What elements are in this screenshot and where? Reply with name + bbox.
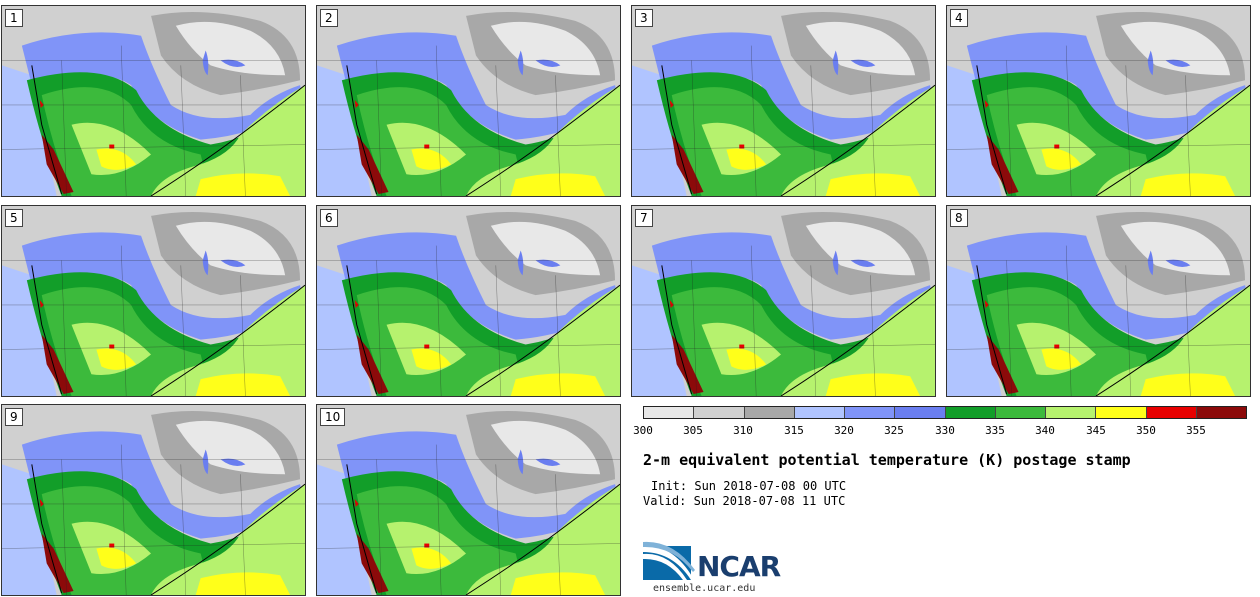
colorbar-segment [1046,407,1097,418]
member-panel-1: 1 [1,5,306,197]
ensemble-member-map [947,206,1250,396]
colorbar-tick: 315 [784,424,804,437]
init-time: Init: Sun 2018-07-08 00 UTC [651,479,847,493]
member-panel-4: 4 [946,5,1251,197]
ensemble-url: ensemble.ucar.edu [653,583,756,594]
colorbar-segment [644,407,695,418]
member-label: 2 [320,9,338,27]
colorbar [643,406,1247,419]
colorbar-tick: 335 [985,424,1005,437]
colorbar-segment [1196,407,1246,418]
member-label: 3 [635,9,653,27]
member-panel-7: 7 [631,205,936,397]
member-panel-8: 8 [946,205,1251,397]
member-label: 6 [320,209,338,227]
colorbar-segment [794,407,845,418]
ensemble-member-map [317,6,620,196]
colorbar-segment [1146,407,1197,418]
ensemble-member-map [632,206,935,396]
colorbar-tick: 345 [1086,424,1106,437]
ensemble-member-map [2,206,305,396]
valid-time: Valid: Sun 2018-07-08 11 UTC [643,494,846,508]
member-label: 10 [320,408,346,426]
ensemble-member-map [317,206,620,396]
colorbar-segment [945,407,996,418]
ensemble-member-map [2,6,305,196]
member-panel-5: 5 [1,205,306,397]
colorbar-tick: 330 [935,424,955,437]
ensemble-member-map [317,405,620,595]
colorbar-tick: 350 [1136,424,1156,437]
colorbar-segment [895,407,946,418]
colorbar-segment [744,407,795,418]
ensemble-member-map [947,6,1250,196]
member-label: 1 [5,9,23,27]
ncar-logo-text: NCAR [697,550,781,583]
colorbar-tick: 325 [884,424,904,437]
colorbar-segment [1096,407,1147,418]
member-panel-6: 6 [316,205,621,397]
member-panel-3: 3 [631,5,936,197]
colorbar-tick: 305 [683,424,703,437]
ensemble-member-map [2,405,305,595]
member-label: 4 [950,9,968,27]
colorbar-tick: 355 [1186,424,1206,437]
member-label: 5 [5,209,23,227]
ensemble-member-map [632,6,935,196]
colorbar-segment [995,407,1046,418]
member-label: 8 [950,209,968,227]
member-label: 7 [635,209,653,227]
page-title: 2-m equivalent potential temperature (K)… [643,451,1131,469]
member-label: 9 [5,408,23,426]
colorbar-tick: 340 [1035,424,1055,437]
member-panel-10: 10 [316,404,621,596]
colorbar-tick: 320 [834,424,854,437]
colorbar-segment [845,407,896,418]
member-panel-2: 2 [316,5,621,197]
member-panel-9: 9 [1,404,306,596]
colorbar-segment [694,407,745,418]
colorbar-tick: 300 [633,424,653,437]
ncar-logo-icon [643,541,695,580]
colorbar-tick: 310 [733,424,753,437]
